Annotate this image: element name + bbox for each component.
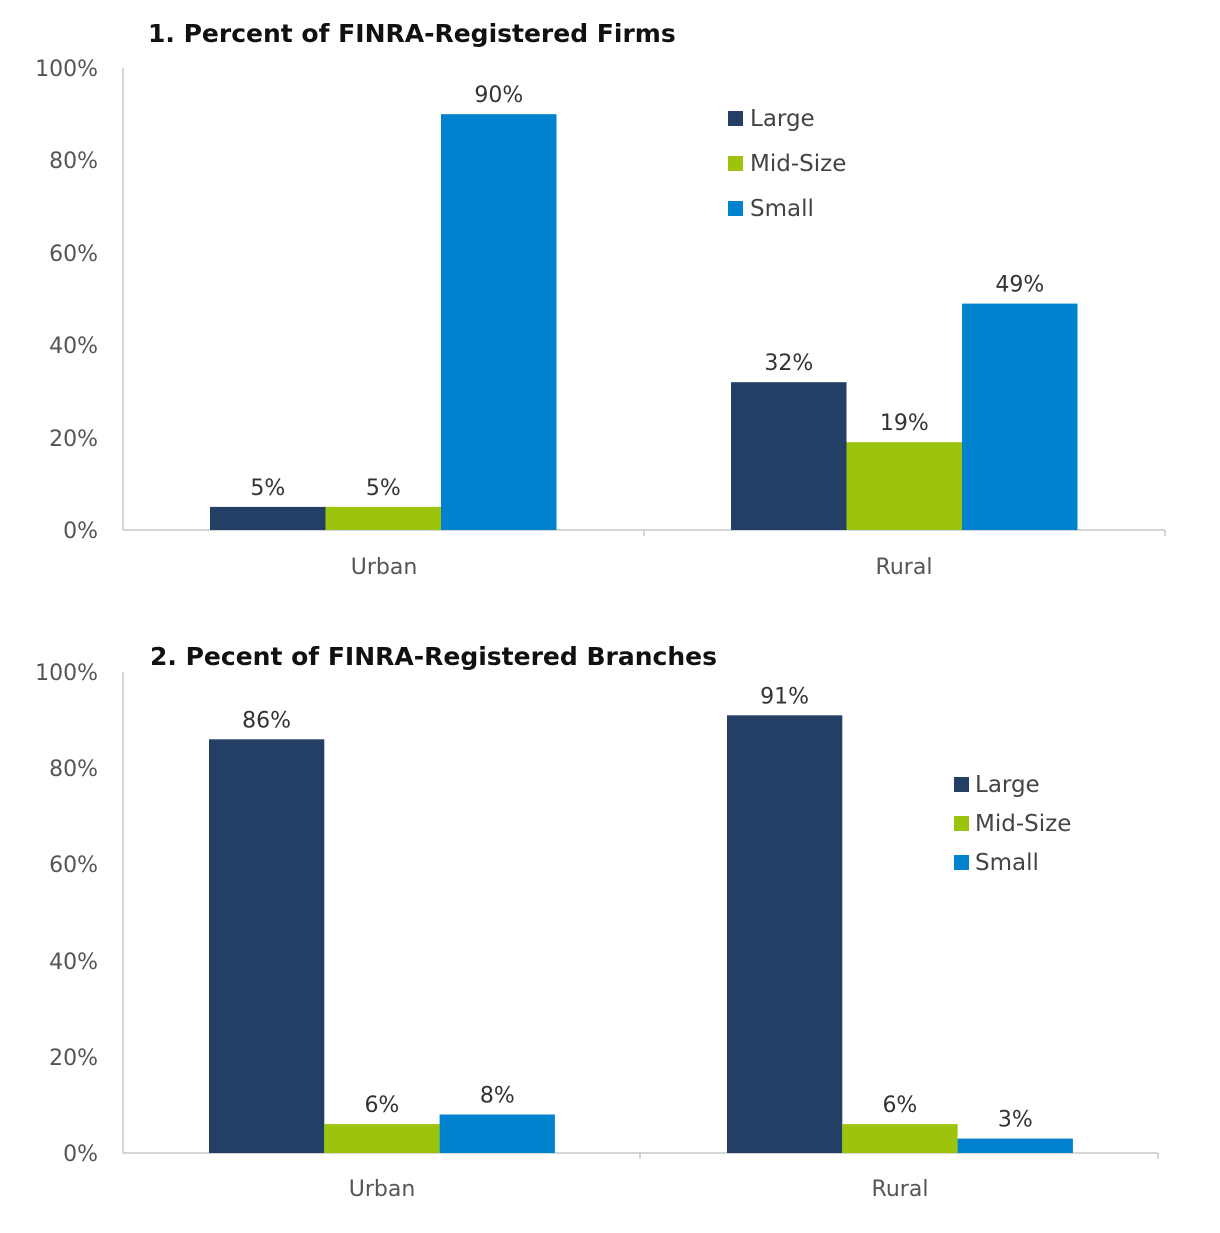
chart-1-data-label-rural-large: 32% bbox=[764, 351, 813, 376]
chart-1-bar-rural-mid-size bbox=[846, 442, 962, 530]
chart-2-data-label-urban-small: 8% bbox=[480, 1084, 515, 1109]
chart-2-bar-urban-large bbox=[209, 739, 325, 1153]
chart-1-category-label: Urban bbox=[351, 555, 418, 580]
chart-1-legend-swatch-mid-size bbox=[728, 156, 743, 171]
chart-2-legend: Large Mid-Size Small bbox=[954, 772, 1071, 876]
chart-1-bar-urban-small bbox=[441, 114, 557, 530]
chart-1-title: 1. Percent of FINRA-Registered Firms bbox=[148, 19, 676, 48]
chart-1-data-label-rural-small: 49% bbox=[995, 273, 1044, 298]
chart-2-data-label-rural-large: 91% bbox=[760, 684, 809, 709]
chart-1-category-label: Rural bbox=[876, 555, 933, 580]
chart-1-data-label-urban-small: 90% bbox=[474, 83, 523, 108]
chart-2-y-tick: 60% bbox=[49, 853, 98, 878]
chart-1-legend-swatch-small bbox=[728, 201, 743, 216]
chart-2-category-label: Rural bbox=[872, 1177, 929, 1202]
chart-2-y-tick: 80% bbox=[49, 757, 98, 782]
chart-1-legend: Large Mid-Size Small bbox=[728, 106, 846, 222]
chart-1-data-label-urban-large: 5% bbox=[250, 476, 285, 501]
chart-2-data-label-rural-small: 3% bbox=[998, 1108, 1033, 1133]
chart-1-y-tick: 60% bbox=[49, 242, 98, 267]
chart-2-title: 2. Pecent of FINRA-Registered Branches bbox=[150, 642, 717, 671]
chart-2-y-tick: 20% bbox=[49, 1046, 98, 1071]
chart-2-bar-rural-small bbox=[957, 1138, 1073, 1153]
chart-2-legend-swatch-small bbox=[954, 855, 969, 870]
chart-1-bar-urban-mid-size bbox=[325, 506, 441, 530]
chart-2-data-label-rural-mid-size: 6% bbox=[882, 1093, 917, 1118]
chart-2: 2. Pecent of FINRA-Registered Branches 0… bbox=[35, 642, 1159, 1202]
chart-2-y-tick: 0% bbox=[63, 1142, 98, 1167]
chart-2-legend-label: Mid-Size bbox=[975, 811, 1071, 837]
chart-1-legend-label: Mid-Size bbox=[750, 151, 846, 177]
chart-2-legend-label: Small bbox=[975, 850, 1039, 876]
chart-2-legend-label: Large bbox=[975, 772, 1040, 798]
chart-2-data-label-urban-large: 86% bbox=[242, 708, 291, 733]
chart-1-y-tick: 40% bbox=[49, 334, 98, 359]
chart-2-data-label-urban-mid-size: 6% bbox=[364, 1093, 399, 1118]
chart-1-data-label-urban-mid-size: 5% bbox=[366, 476, 401, 501]
chart-2-y-tick: 100% bbox=[35, 661, 98, 686]
chart-1-data-label-rural-mid-size: 19% bbox=[880, 411, 929, 436]
chart-2-bar-rural-large bbox=[727, 715, 843, 1153]
chart-1-bar-urban-large bbox=[210, 506, 326, 530]
chart-2-y-tick: 40% bbox=[49, 950, 98, 975]
chart-1-legend-swatch-large bbox=[728, 111, 743, 126]
chart-1-y-tick: 20% bbox=[49, 427, 98, 452]
chart-1-y-tick: 80% bbox=[49, 149, 98, 174]
chart-2-bar-urban-mid-size bbox=[324, 1124, 440, 1153]
chart-1: 1. Percent of FINRA-Registered Firms 0% … bbox=[35, 19, 1166, 580]
chart-2-legend-swatch-large bbox=[954, 777, 969, 792]
chart-2-category-label: Urban bbox=[349, 1177, 416, 1202]
chart-1-legend-label: Small bbox=[750, 196, 814, 222]
chart-1-bar-rural-large bbox=[731, 382, 847, 530]
chart-2-bar-rural-mid-size bbox=[842, 1124, 958, 1153]
chart-2-bar-urban-small bbox=[439, 1114, 555, 1153]
chart-1-y-tick: 100% bbox=[35, 57, 98, 82]
chart-1-y-tick: 0% bbox=[63, 519, 98, 544]
chart-1-legend-label: Large bbox=[750, 106, 815, 132]
chart-2-legend-swatch-mid-size bbox=[954, 816, 969, 831]
chart-1-bar-rural-small bbox=[962, 303, 1078, 530]
